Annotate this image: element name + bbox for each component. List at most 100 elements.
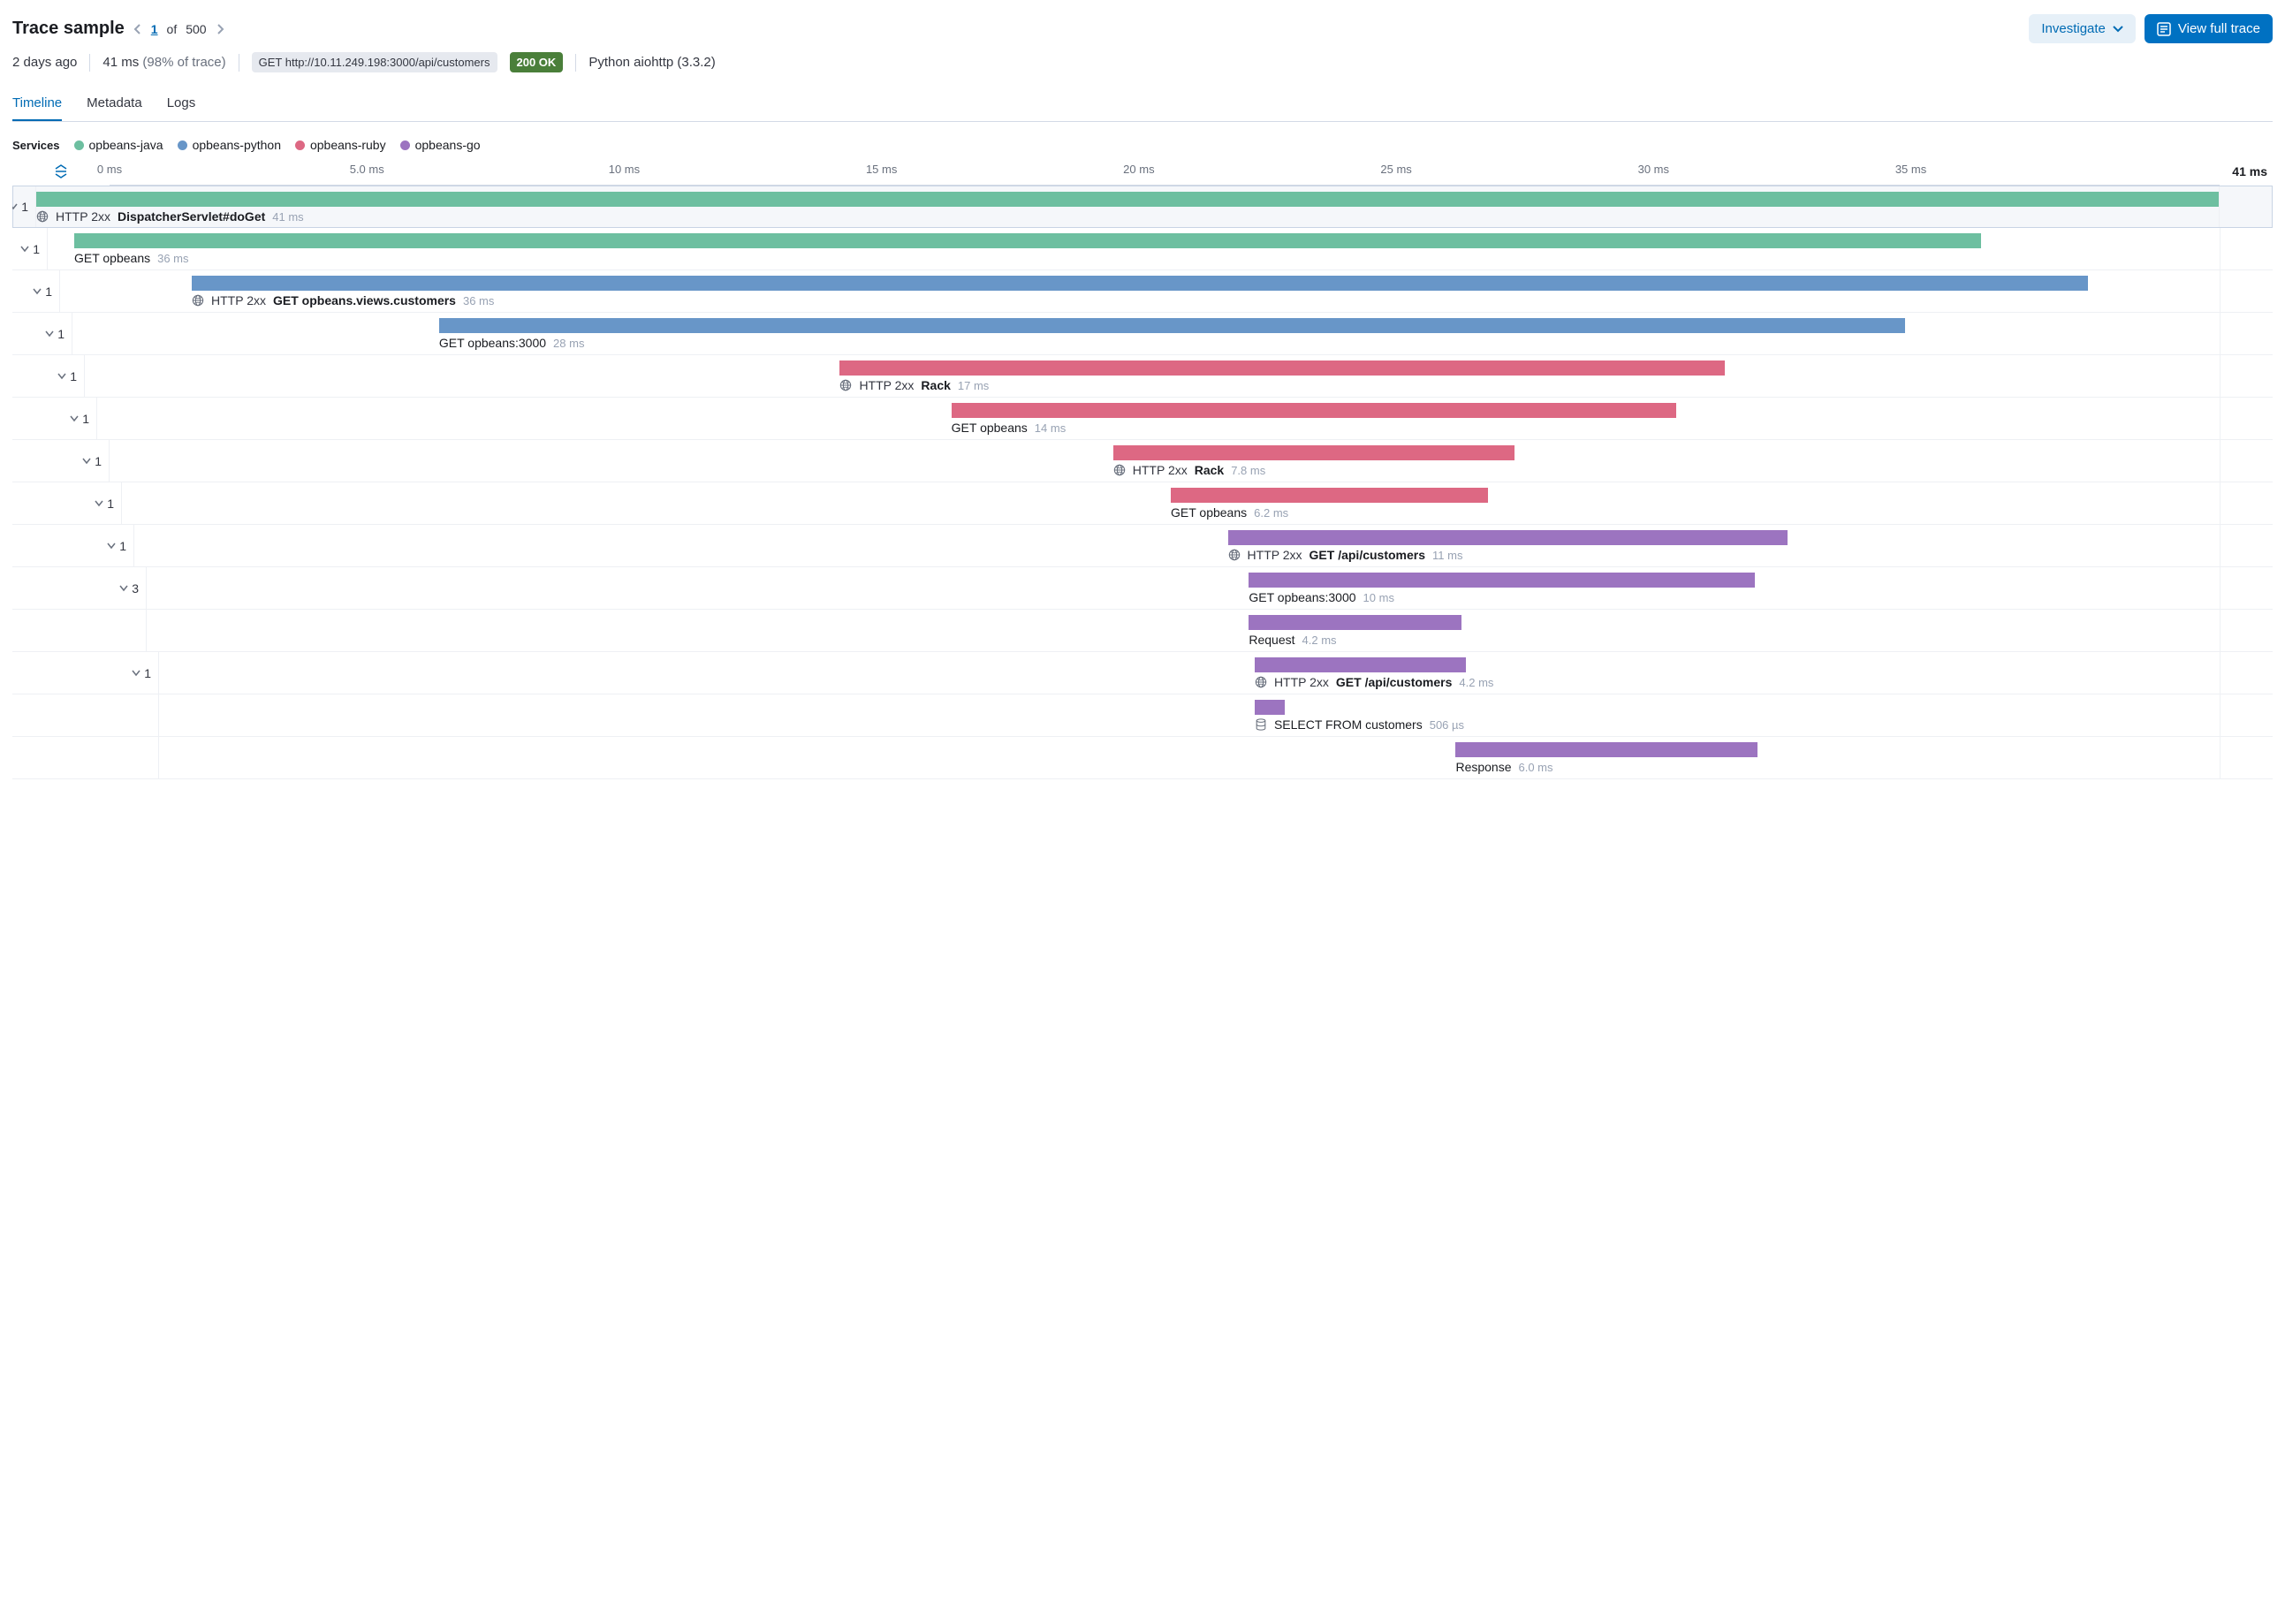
span-bar[interactable]: [952, 403, 1676, 418]
span-label: GET opbeans6.2 ms: [1171, 505, 1288, 520]
span-row[interactable]: 1HTTP 2xxRack7.8 ms: [12, 440, 2273, 482]
expand-all-icon[interactable]: [54, 164, 68, 178]
span-label: SELECT FROM customers506 µs: [1255, 717, 1464, 732]
tick-label: 0 ms: [97, 163, 122, 176]
span-row[interactable]: Request4.2 ms: [12, 610, 2273, 652]
span-toggle[interactable]: 1: [12, 398, 97, 439]
tick-label: 20 ms: [1123, 163, 1154, 176]
span-track: GET opbeans:300010 ms: [147, 567, 2220, 609]
globe-icon: [192, 294, 204, 307]
span-bar[interactable]: [1113, 445, 1514, 460]
span-track: Response6.0 ms: [159, 737, 2220, 778]
tabs: Timeline Metadata Logs: [12, 87, 2273, 122]
services-label: Services: [12, 139, 60, 152]
span-row[interactable]: 1GET opbeans14 ms: [12, 398, 2273, 440]
span-track: HTTP 2xxRack7.8 ms: [110, 440, 2220, 482]
age: 2 days ago: [12, 55, 77, 70]
span-bar[interactable]: [1255, 657, 1466, 672]
tick-label: 15 ms: [866, 163, 897, 176]
span-track: SELECT FROM customers506 µs: [159, 694, 2220, 736]
legend-item: opbeans-ruby: [295, 138, 386, 152]
span-label: HTTP 2xxGET /api/customers4.2 ms: [1255, 675, 1493, 689]
tab-logs[interactable]: Logs: [167, 87, 196, 121]
view-full-trace-button[interactable]: View full trace: [2145, 14, 2273, 43]
span-track: GET opbeans:300028 ms: [72, 313, 2220, 354]
trace-icon: [2157, 22, 2171, 36]
span-toggle[interactable]: 1: [12, 440, 110, 482]
span-row[interactable]: 1 HTTP 2xxRack17 ms: [12, 355, 2273, 398]
span-toggle[interactable]: 3: [12, 567, 147, 609]
waterfall: 1HTTP 2xxDispatcherServlet#doGet41 ms1GE…: [12, 186, 2273, 779]
url-badge: GET http://10.11.249.198:3000/api/custom…: [252, 52, 497, 72]
span-track: HTTP 2xxDispatcherServlet#doGet41 ms: [36, 186, 2219, 227]
legend-item: opbeans-go: [400, 138, 481, 152]
client: Python aiohttp (3.3.2): [588, 55, 715, 70]
database-icon: [1255, 718, 1267, 731]
span-bar[interactable]: [1455, 742, 1757, 757]
investigate-button[interactable]: Investigate: [2029, 14, 2136, 43]
span-track: HTTP 2xxGET /api/customers4.2 ms: [159, 652, 2220, 694]
span-row[interactable]: 3 GET opbeans:300010 ms: [12, 567, 2273, 610]
meta-row: 2 days ago 41 ms (98% of trace) GET http…: [12, 52, 2273, 72]
span-bar[interactable]: [1255, 700, 1285, 715]
span-bar[interactable]: [1228, 530, 1788, 545]
title: Trace sample: [12, 19, 125, 39]
span-track: HTTP 2xxGET opbeans.views.customers36 ms: [60, 270, 2220, 312]
globe-icon: [36, 210, 49, 223]
span-row[interactable]: SELECT FROM customers506 µs: [12, 694, 2273, 737]
span-label: GET opbeans:300010 ms: [1249, 590, 1394, 604]
duration: 41 ms: [102, 55, 139, 70]
span-row[interactable]: Response6.0 ms: [12, 737, 2273, 779]
span-row[interactable]: 1GET opbeans:300028 ms: [12, 313, 2273, 355]
next-icon[interactable]: [216, 23, 224, 35]
span-label: HTTP 2xxDispatcherServlet#doGet41 ms: [36, 209, 304, 224]
tab-timeline[interactable]: Timeline: [12, 87, 62, 121]
span-label: Response6.0 ms: [1455, 760, 1552, 774]
tab-metadata[interactable]: Metadata: [87, 87, 142, 121]
span-toggle: [12, 610, 147, 651]
span-label: HTTP 2xxGET opbeans.views.customers36 ms: [192, 293, 494, 307]
span-bar[interactable]: [1249, 615, 1461, 630]
globe-icon: [1113, 464, 1126, 476]
pager: 1 of 500: [133, 22, 224, 36]
span-toggle[interactable]: 1: [12, 525, 134, 566]
span-toggle[interactable]: 1: [12, 355, 85, 397]
span-row[interactable]: 1 HTTP 2xxGET opbeans.views.customers36 m…: [12, 270, 2273, 313]
span-toggle[interactable]: 1: [12, 482, 122, 524]
prev-icon[interactable]: [133, 23, 142, 35]
span-row[interactable]: 1 HTTP 2xxGET /api/customers11 ms: [12, 525, 2273, 567]
tick-label: 10 ms: [609, 163, 640, 176]
span-bar[interactable]: [1171, 488, 1488, 503]
trace-pct: (98% of trace): [142, 55, 225, 70]
span-row[interactable]: 1 GET opbeans6.2 ms: [12, 482, 2273, 525]
span-row[interactable]: 1 GET opbeans36 ms: [12, 228, 2273, 270]
span-track: HTTP 2xxRack17 ms: [85, 355, 2220, 397]
span-toggle[interactable]: 1: [13, 186, 36, 227]
axis-end: 41 ms: [2220, 164, 2273, 178]
of-label: of: [167, 22, 178, 36]
page-index[interactable]: 1: [151, 22, 158, 36]
span-toggle[interactable]: 1: [12, 228, 48, 269]
span-row[interactable]: 1HTTP 2xxDispatcherServlet#doGet41 ms: [12, 186, 2273, 228]
span-label: HTTP 2xxGET /api/customers11 ms: [1228, 548, 1463, 562]
span-row[interactable]: 1 HTTP 2xxGET /api/customers4.2 ms: [12, 652, 2273, 694]
span-toggle: [12, 737, 159, 778]
span-bar[interactable]: [74, 233, 1981, 248]
span-track: Request4.2 ms: [147, 610, 2220, 651]
span-bar[interactable]: [192, 276, 2088, 291]
tick-label: 30 ms: [1638, 163, 1669, 176]
span-toggle[interactable]: 1: [12, 270, 60, 312]
span-label: GET opbeans36 ms: [74, 251, 189, 265]
globe-icon: [1255, 676, 1267, 688]
globe-icon: [839, 379, 852, 391]
span-toggle[interactable]: 1: [12, 652, 159, 694]
timeline-axis: 0 ms5.0 ms10 ms15 ms20 ms25 ms30 ms35 ms…: [12, 157, 2273, 186]
span-bar[interactable]: [839, 360, 1725, 376]
span-label: HTTP 2xxRack17 ms: [839, 378, 989, 392]
chevron-down-icon: [2113, 26, 2123, 33]
span-bar[interactable]: [439, 318, 1906, 333]
span-toggle[interactable]: 1: [12, 313, 72, 354]
span-bar[interactable]: [36, 192, 2219, 207]
span-bar[interactable]: [1249, 573, 1754, 588]
services-legend: Services opbeans-javaopbeans-pythonopbea…: [12, 138, 2273, 152]
